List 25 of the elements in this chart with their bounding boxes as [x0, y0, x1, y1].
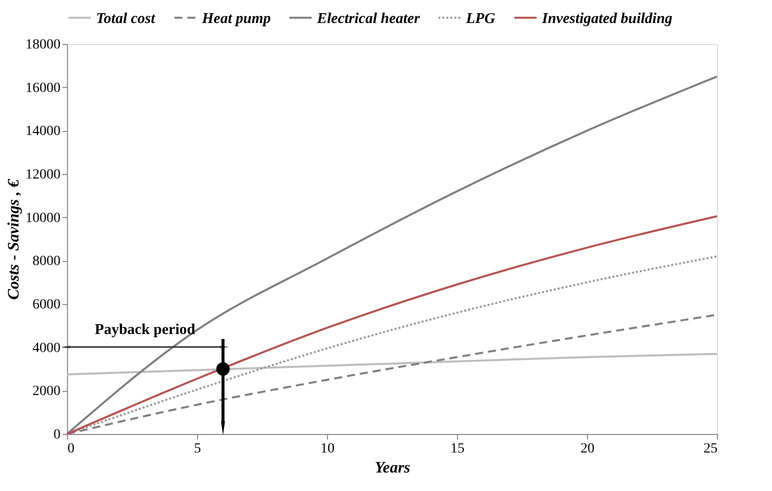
- legend-label: Investigated building: [541, 10, 673, 27]
- legend-label: Electrical heater: [316, 10, 420, 27]
- y-tick-label: 4000: [32, 340, 60, 356]
- y-tick-label: 12000: [26, 168, 60, 182]
- y-tick-label: 16000: [26, 80, 60, 96]
- y-tick-label: 0: [54, 428, 60, 442]
- x-tick-label: 10: [320, 442, 334, 456]
- line-series: [66, 352, 718, 376]
- y-tick-label: 18000: [26, 38, 60, 52]
- y-tick-label: 2000: [32, 384, 60, 400]
- x-tick-label: 0: [68, 442, 74, 456]
- x-tick-label: 25: [704, 442, 718, 456]
- x-tick-label: 5: [194, 442, 201, 456]
- x-axis-title: Years: [374, 460, 410, 476]
- legend-label: LPG: [465, 10, 496, 27]
- x-tick-label: 20: [580, 442, 594, 456]
- x-tick-label: 15: [450, 442, 464, 456]
- y-tick-label: 14000: [26, 124, 60, 140]
- legend-label: Total cost: [96, 10, 156, 27]
- y-tick-label: 10000: [26, 210, 60, 226]
- y-tick-label: 6000: [32, 298, 60, 312]
- y-axis-title: Costs - Savings , €: [6, 178, 22, 300]
- y-tick-label: 8000: [32, 254, 60, 270]
- legend-label: Heat pump: [201, 10, 272, 27]
- annotation: Payback period: [94, 322, 196, 338]
